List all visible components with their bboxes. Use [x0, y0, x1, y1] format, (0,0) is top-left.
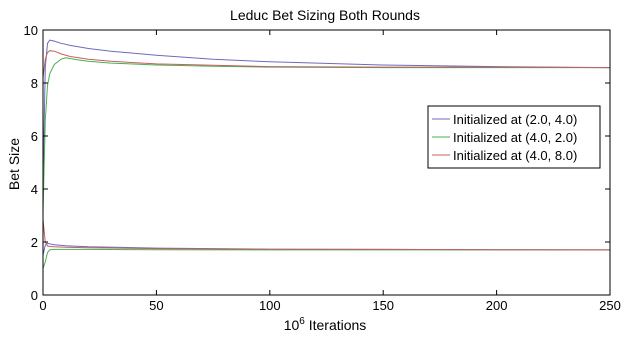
chart-title: Leduc Bet Sizing Both Rounds — [230, 7, 420, 23]
plot-area-frame — [42, 29, 611, 296]
series-line-2 — [42, 57, 610, 213]
series-line-3 — [42, 50, 611, 78]
x-tick-label: 200 — [486, 298, 508, 313]
y-tick-label: 10 — [24, 23, 38, 38]
y-axis-label: Bet Size — [6, 138, 22, 190]
x-axis-label-base: 10 — [284, 317, 300, 333]
series-line-5 — [42, 248, 610, 269]
series-layer — [42, 39, 611, 269]
x-tick-label: 250 — [599, 298, 621, 313]
legend-entry-label: Initialized at (4.0, 8.0) — [453, 148, 577, 163]
x-tick-label: 0 — [39, 298, 46, 313]
x-axis-label: 106 Iterations — [284, 316, 367, 333]
series-line-1 — [42, 39, 611, 184]
series-line-6 — [42, 219, 611, 251]
legend-box — [427, 105, 601, 169]
x-tick-label: 150 — [372, 298, 394, 313]
x-tick-label: 100 — [259, 298, 281, 313]
y-tick-label: 0 — [31, 288, 38, 303]
legend-entry-label: Initialized at (4.0, 2.0) — [453, 130, 577, 145]
legend: Initialized at (2.0, 4.0) Initialized at … — [427, 105, 601, 169]
x-axis-label-text: Iterations — [305, 317, 366, 333]
y-tick-label: 8 — [31, 76, 38, 91]
axis-ticks: 0 50 100 150 200 250 0 2 4 6 8 10 — [24, 23, 621, 313]
y-tick-label: 4 — [31, 182, 38, 197]
y-tick-label: 6 — [31, 129, 38, 144]
x-tick-label: 50 — [149, 298, 163, 313]
x-axis-label-exponent: 6 — [299, 316, 305, 327]
y-tick-label: 2 — [31, 235, 38, 250]
legend-entry-label: Initialized at (2.0, 4.0) — [453, 112, 577, 127]
